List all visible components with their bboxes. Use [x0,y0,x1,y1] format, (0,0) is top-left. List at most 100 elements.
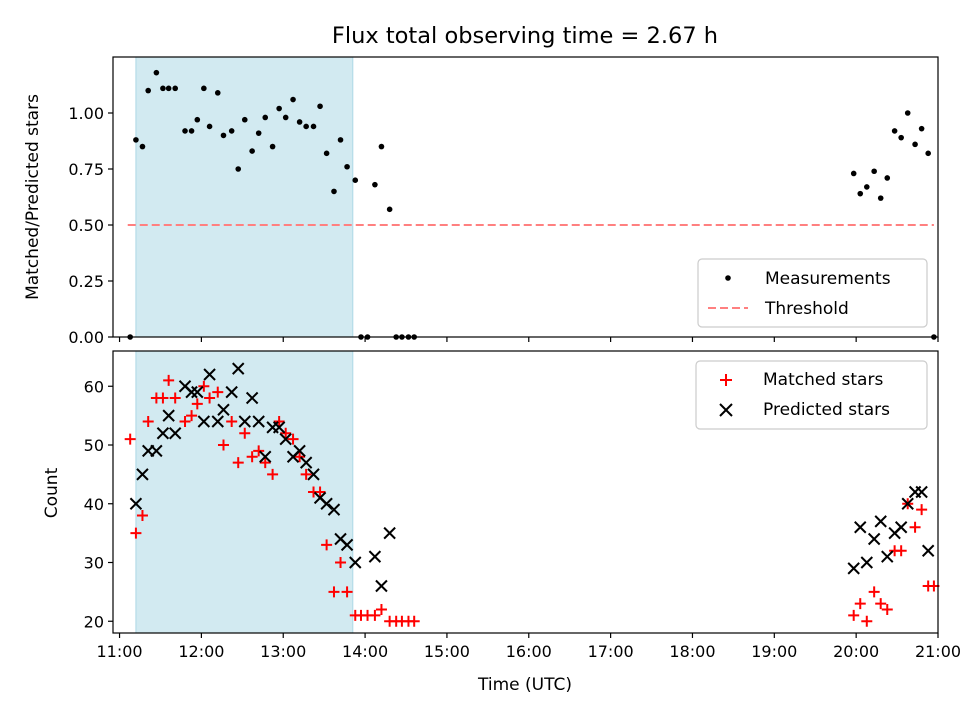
measurements-point [139,143,146,150]
x-tick-label: 20:00 [833,642,879,661]
matched-stars-point [163,374,175,386]
measurements-point [891,128,898,134]
measurements-point [220,132,227,139]
predicted-stars-point [293,444,306,458]
matched-stars-point [253,445,265,457]
measurements-point [145,87,151,94]
measurements-point [255,130,262,136]
y-tick-label: 0.50 [68,216,104,235]
predicted-stars-point [272,421,286,434]
predicted-stars-point [185,385,198,399]
matched-stars-point [169,392,181,404]
measurements-point [344,163,350,170]
legend-top-box [697,258,928,328]
measurements-point [337,137,344,143]
x-axis-ticks-bottom: 11:00 12:00 13:00 14:00 15:00 16:00 17:00 18:00… [96,633,960,661]
matched-stars-point [267,468,279,480]
y-tick-label: 0.75 [68,160,104,179]
measurements-point [310,123,317,130]
matched-stars-point [294,451,306,463]
predicted-stars-point [156,427,170,440]
measurements-point [153,69,160,76]
predicted-stars-point [881,550,894,563]
predicted-stars-point [211,415,224,428]
predicted-stars-point [327,503,341,516]
predicted-stars-point [921,544,935,557]
legend-bottom-box [695,360,928,430]
measurements-point [235,166,242,172]
legend-measurements-marker [725,275,731,281]
y-axis-label-top: Matched/Predicted stars [23,94,43,300]
matched-stars-point [217,439,229,451]
measurements-point [386,206,393,213]
measurements-point [206,123,213,130]
matched-stars-point [232,457,244,469]
measurements-point [317,103,323,110]
matched-stars-point [226,416,238,427]
legend-predicted-marker [719,403,733,417]
measurements-point [857,190,864,197]
x-tick-label: 21:00 [915,642,960,661]
y-tick-label: 40 [84,495,104,514]
measurements-point [160,85,166,92]
measurements-point [863,184,870,190]
matched-stars-point [130,527,142,539]
ratio-panel: Flux total observing time = 2.67 h 0.000… [23,23,939,347]
measurements-point [133,137,139,143]
matched-stars-point [157,392,169,404]
predicted-stars-point [860,556,874,569]
matched-stars-point [300,468,312,480]
legend-measurements-label: Measurements [765,269,891,289]
measurements-point [296,119,303,125]
matched-stars-point [198,380,210,392]
matched-stars-point [287,433,299,445]
measurements-point [262,114,269,121]
x-axis-label: Time (UTC) [477,675,572,695]
predicted-stars-point [150,444,163,458]
measurements-point [331,188,337,195]
matched-stars-point [408,615,420,627]
matched-stars-point [854,598,866,610]
y-tick-label: 20 [84,612,104,631]
legend-predicted-label: Predicted stars [763,400,890,420]
matched-stars-point [186,410,198,422]
predicted-stars-point [129,497,143,510]
measurements-point [372,181,378,188]
predicted-stars-point [874,515,887,528]
measurements-point [172,85,179,92]
predicted-stars-point [136,468,149,481]
y-tick-label: 0.25 [68,272,104,291]
y-tick-label: 60 [84,377,104,396]
measurements-point [352,177,359,183]
predicted-stars-point [259,450,272,463]
predicted-stars-point [368,550,382,563]
chart-title: Flux total observing time = 2.67 h [332,23,718,49]
measurements-point [249,148,255,154]
observing-window-band-top [135,56,354,338]
measurements-point [898,134,904,141]
measurements-point [276,105,282,112]
y-axis-ticks-bottom: 20 30 40 50 60 [84,377,113,631]
matched-stars-point [369,609,381,621]
predicted-stars-point [299,456,313,469]
matched-stars-point [375,604,387,615]
measurements-point [871,168,877,175]
predicted-stars-point [375,579,388,593]
measurements-point [214,90,221,96]
legend-top: Measurements Threshold [697,258,928,328]
x-tick-label: 11:00 [96,642,142,661]
matched-stars-point [909,521,921,533]
predicted-stars-point [197,415,211,428]
measurements-point [904,110,911,116]
predicted-stars-point [854,521,867,534]
measurements-point [194,116,201,123]
predicted-stars-point [225,385,238,399]
predicted-stars-point [340,538,354,552]
measurements-point [877,195,884,201]
measurements-point [182,128,188,134]
measurements-point [323,150,330,157]
measurements-point [925,150,931,157]
count-points [124,362,940,627]
measurements-point [290,96,296,103]
matched-stars-point [335,557,347,568]
